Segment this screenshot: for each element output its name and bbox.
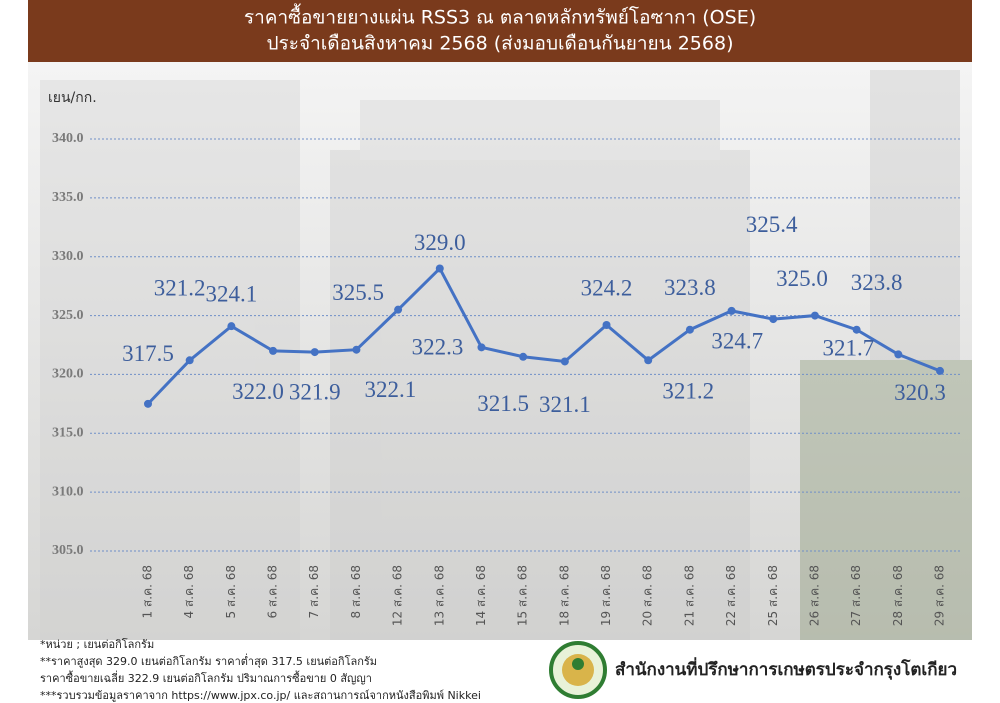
- value-label: 321.2: [154, 276, 206, 301]
- data-point: [352, 345, 361, 354]
- data-point: [227, 322, 236, 331]
- value-label: 320.3: [894, 380, 946, 405]
- data-point: [144, 399, 152, 408]
- data-point: [810, 311, 819, 320]
- value-label: 321.2: [662, 379, 714, 404]
- x-tick-label: 29 ส.ค. 68: [933, 565, 947, 626]
- x-tick-label: 21 ส.ค. 68: [682, 565, 696, 626]
- y-tick-label: 315.0: [52, 426, 84, 441]
- y-tick-label: 305.0: [52, 543, 84, 558]
- y-tick-label: 325.0: [52, 308, 84, 323]
- value-label: 321.5: [477, 391, 529, 416]
- footnote: *หน่วย ; เยนต่อกิโลกรัม: [40, 637, 154, 651]
- data-point: [519, 352, 528, 361]
- x-tick-label: 15 ส.ค. 68: [516, 565, 530, 626]
- y-tick-label: 320.0: [52, 367, 84, 382]
- data-point: [269, 346, 278, 355]
- data-point: [477, 343, 486, 352]
- x-tick-label: 4 ส.ค. 68: [182, 565, 196, 619]
- value-label: 322.1: [365, 377, 417, 402]
- x-tick-label: 25 ส.ค. 68: [766, 565, 780, 626]
- data-point: [560, 357, 569, 366]
- value-label: 323.8: [851, 270, 903, 295]
- x-tick-label: 8 ส.ค. 68: [349, 565, 363, 619]
- x-tick-label: 5 ส.ค. 68: [224, 565, 238, 619]
- value-label: 322.0: [232, 379, 284, 404]
- data-point: [435, 264, 444, 273]
- data-line: [146, 265, 941, 405]
- value-label: 324.7: [711, 328, 763, 353]
- y-tick-label: 310.0: [52, 484, 84, 499]
- chart-subtitle: ประจำเดือนสิงหาคม 2568 (ส่งมอบเดือนกันยา…: [267, 33, 734, 55]
- value-label: 321.9: [289, 379, 341, 404]
- data-point: [727, 306, 736, 315]
- x-tick-label: 12 ส.ค. 68: [391, 565, 405, 626]
- data-point: [394, 305, 403, 314]
- x-tick-label: 18 ส.ค. 68: [557, 565, 571, 626]
- y-tick-label: 330.0: [52, 249, 84, 264]
- value-label: 325.5: [332, 280, 384, 305]
- x-tick-label: 28 ส.ค. 68: [891, 565, 905, 626]
- x-tick-label: 7 ส.ค. 68: [307, 565, 321, 619]
- data-point: [852, 325, 861, 334]
- value-label: 321.1: [539, 392, 591, 417]
- value-label: 325.0: [776, 266, 828, 291]
- x-tick-label: 14 ส.ค. 68: [474, 565, 488, 626]
- value-label: 324.1: [205, 281, 257, 306]
- data-point: [936, 366, 944, 375]
- value-label: 322.3: [412, 335, 464, 360]
- x-tick-label: 26 ส.ค. 68: [807, 565, 821, 626]
- data-point: [685, 325, 694, 334]
- footnote: ***รวบรวมข้อมูลราคาจาก https://www.jpx.c…: [40, 689, 481, 702]
- x-tick-label: 20 ส.ค. 68: [641, 565, 655, 626]
- y-tick-label: 335.0: [52, 190, 84, 205]
- data-point: [644, 356, 653, 365]
- value-label: 317.5: [122, 341, 174, 366]
- x-tick-label: 6 ส.ค. 68: [266, 565, 280, 619]
- x-tick-label: 13 ส.ค. 68: [432, 565, 446, 626]
- x-tick-label: 1 ส.ค. 68: [141, 565, 155, 619]
- value-label: 325.4: [746, 212, 798, 237]
- y-axis-label: เยน/กก.: [48, 90, 97, 106]
- building-photo: [40, 70, 972, 640]
- footnote: **ราคาสูงสุด 329.0 เยนต่อกิโลกรัม ราคาต่…: [40, 653, 377, 668]
- footnote: ราคาซื้อขายเฉลี่ย 322.9 เยนต่อกิโลกรัม ป…: [40, 670, 372, 685]
- x-tick-label: 27 ส.ค. 68: [849, 565, 863, 626]
- data-point: [310, 348, 319, 357]
- header-band: [28, 0, 972, 62]
- value-label: 324.2: [581, 275, 633, 300]
- chart-title: ราคาซื้อขายยางแผ่น RSS3 ณ ตลาดหลักทรัพย์…: [244, 4, 756, 29]
- y-tick-label: 340.0: [52, 131, 84, 146]
- value-label: 321.7: [822, 336, 874, 361]
- value-label: 329.0: [414, 230, 466, 255]
- data-point: [769, 315, 778, 324]
- x-tick-label: 22 ส.ค. 68: [724, 565, 738, 626]
- data-point: [185, 356, 194, 365]
- data-point: [602, 320, 611, 329]
- data-point: [894, 350, 903, 359]
- value-label: 323.8: [664, 275, 716, 300]
- organization-name: สำนักงานที่ปรึกษาการเกษตรประจำกรุงโตเกีย…: [615, 657, 957, 680]
- x-tick-label: 19 ส.ค. 68: [599, 565, 613, 626]
- logo: [549, 641, 607, 699]
